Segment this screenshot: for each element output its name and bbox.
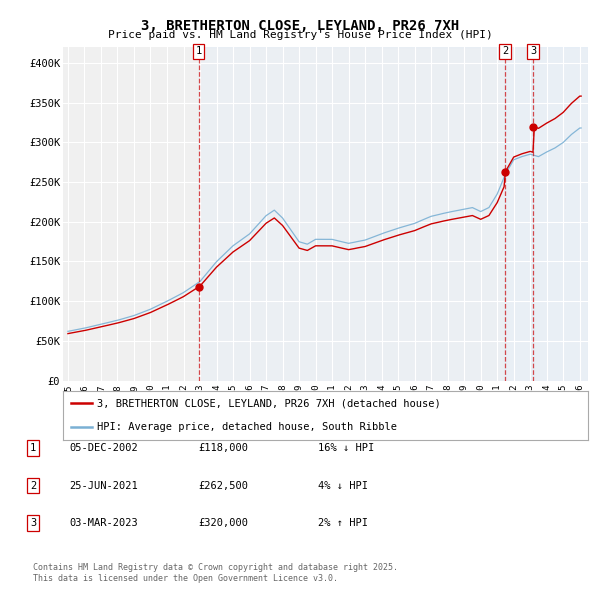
Text: 03-MAR-2023: 03-MAR-2023 (69, 518, 138, 527)
Text: HPI: Average price, detached house, South Ribble: HPI: Average price, detached house, Sout… (97, 422, 397, 432)
Text: 2: 2 (502, 46, 508, 56)
Text: 1: 1 (196, 46, 202, 56)
Text: 3: 3 (30, 518, 36, 527)
Text: £118,000: £118,000 (198, 444, 248, 453)
Text: £262,500: £262,500 (198, 481, 248, 490)
Text: 05-DEC-2002: 05-DEC-2002 (69, 444, 138, 453)
Text: £320,000: £320,000 (198, 518, 248, 527)
Text: 1: 1 (30, 444, 36, 453)
Text: Price paid vs. HM Land Registry's House Price Index (HPI): Price paid vs. HM Land Registry's House … (107, 30, 493, 40)
Text: 3: 3 (530, 46, 536, 56)
Bar (533, 47, 588, 381)
Text: 4% ↓ HPI: 4% ↓ HPI (318, 481, 368, 490)
Bar (199, 47, 505, 381)
Bar (505, 47, 533, 381)
Text: 2% ↑ HPI: 2% ↑ HPI (318, 518, 368, 527)
Text: 3, BRETHERTON CLOSE, LEYLAND, PR26 7XH: 3, BRETHERTON CLOSE, LEYLAND, PR26 7XH (141, 19, 459, 33)
Text: 25-JUN-2021: 25-JUN-2021 (69, 481, 138, 490)
Text: Contains HM Land Registry data © Crown copyright and database right 2025.: Contains HM Land Registry data © Crown c… (33, 563, 398, 572)
Text: This data is licensed under the Open Government Licence v3.0.: This data is licensed under the Open Gov… (33, 574, 338, 583)
Text: 2: 2 (30, 481, 36, 490)
Text: 3, BRETHERTON CLOSE, LEYLAND, PR26 7XH (detached house): 3, BRETHERTON CLOSE, LEYLAND, PR26 7XH (… (97, 398, 441, 408)
Text: 16% ↓ HPI: 16% ↓ HPI (318, 444, 374, 453)
